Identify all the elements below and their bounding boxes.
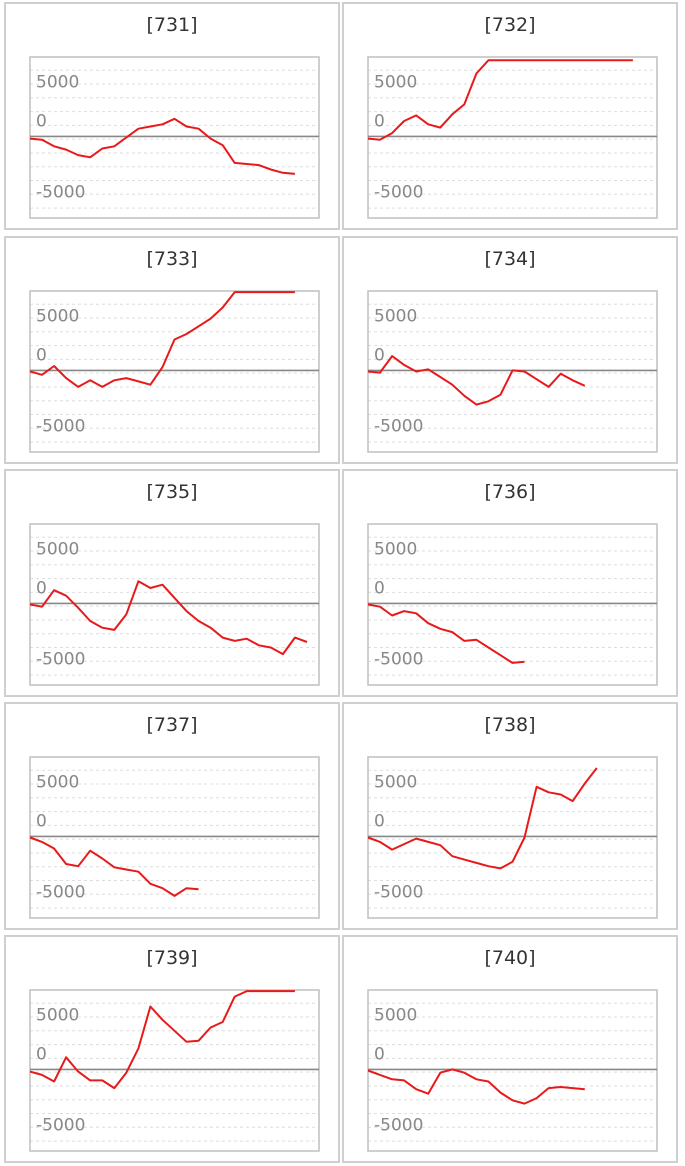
series-line <box>30 580 308 656</box>
chart-title: [739] <box>146 947 198 969</box>
chart-panel: [731] 5000 0 -5000 <box>4 2 340 230</box>
chart-panel: [735] 5000 0 -5000 <box>4 469 340 697</box>
y-tick-label: 0 <box>374 811 385 831</box>
chart-panel: [732] 5000 0 -5000 <box>342 2 678 230</box>
y-tick-label: -5000 <box>36 883 85 903</box>
plot-frame <box>29 989 320 1152</box>
y-tick-label: -5000 <box>374 650 423 670</box>
series-line <box>368 603 525 664</box>
y-tick-label: 5000 <box>374 772 417 792</box>
plot-area: 5000 0 -5000 <box>29 290 320 453</box>
plot-area: 5000 0 -5000 <box>367 56 658 219</box>
y-tick-label: -5000 <box>36 183 85 203</box>
chart-title: [732] <box>484 14 536 36</box>
chart-panel: [734] 5000 0 -5000 <box>342 236 678 464</box>
y-tick-label: 5000 <box>374 539 417 559</box>
chart-panel: [737] 5000 0 -5000 <box>4 702 340 930</box>
plot-area: 5000 0 -5000 <box>29 989 320 1152</box>
chart-title: [738] <box>484 714 536 736</box>
series-line <box>30 990 295 1090</box>
series-line <box>368 1068 585 1105</box>
y-tick-label: 5000 <box>36 306 79 326</box>
chart-title: [737] <box>146 714 198 736</box>
series-line <box>368 355 586 406</box>
y-tick-label: -5000 <box>374 1116 423 1136</box>
series-line <box>30 117 295 175</box>
chart-panel: [740] 5000 0 -5000 <box>342 935 678 1163</box>
y-tick-label: 0 <box>374 578 385 598</box>
y-tick-label: 0 <box>374 111 385 131</box>
plot-area: 5000 0 -5000 <box>29 56 320 219</box>
plot-area: 5000 0 -5000 <box>367 989 658 1152</box>
plot-area: 5000 0 -5000 <box>367 756 658 919</box>
y-tick-label: 0 <box>374 345 385 365</box>
y-tick-label: 5000 <box>36 772 79 792</box>
y-tick-label: -5000 <box>374 883 423 903</box>
y-tick-label: 0 <box>36 578 47 598</box>
series-line <box>368 767 598 870</box>
y-tick-label: -5000 <box>374 183 423 203</box>
series-line <box>30 836 199 897</box>
chart-title: [733] <box>146 248 198 270</box>
y-tick-label: 5000 <box>374 1005 417 1025</box>
chart-panel: [739] 5000 0 -5000 <box>4 935 340 1163</box>
plot-frame <box>29 56 320 219</box>
plot-area: 5000 0 -5000 <box>29 756 320 919</box>
y-tick-label: 0 <box>374 1044 385 1064</box>
y-tick-label: 5000 <box>374 72 417 92</box>
y-tick-label: 0 <box>36 1044 47 1064</box>
y-tick-label: 5000 <box>36 539 79 559</box>
y-tick-label: 5000 <box>36 1005 79 1025</box>
plot-area: 5000 0 -5000 <box>367 523 658 686</box>
y-tick-label: -5000 <box>36 1116 85 1136</box>
chart-title: [740] <box>484 947 536 969</box>
chart-title: [736] <box>484 481 536 503</box>
y-tick-label: -5000 <box>36 417 85 437</box>
series-line <box>30 291 295 388</box>
plot-frame <box>367 56 658 219</box>
chart-title: [734] <box>484 248 536 270</box>
y-tick-label: 5000 <box>36 72 79 92</box>
chart-panel: [736] 5000 0 -5000 <box>342 469 678 697</box>
chart-panel: [738] 5000 0 -5000 <box>342 702 678 930</box>
y-tick-label: 0 <box>36 111 47 131</box>
plot-area: 5000 0 -5000 <box>367 290 658 453</box>
chart-title: [735] <box>146 481 198 503</box>
y-tick-label: -5000 <box>374 417 423 437</box>
plot-area: 5000 0 -5000 <box>29 523 320 686</box>
chart-title: [731] <box>146 14 198 36</box>
chart-panel: [733] 5000 0 -5000 <box>4 236 340 464</box>
y-tick-label: 0 <box>36 345 47 365</box>
y-tick-label: 5000 <box>374 306 417 326</box>
y-tick-label: -5000 <box>36 650 85 670</box>
y-tick-label: 0 <box>36 811 47 831</box>
series-line <box>368 59 633 141</box>
